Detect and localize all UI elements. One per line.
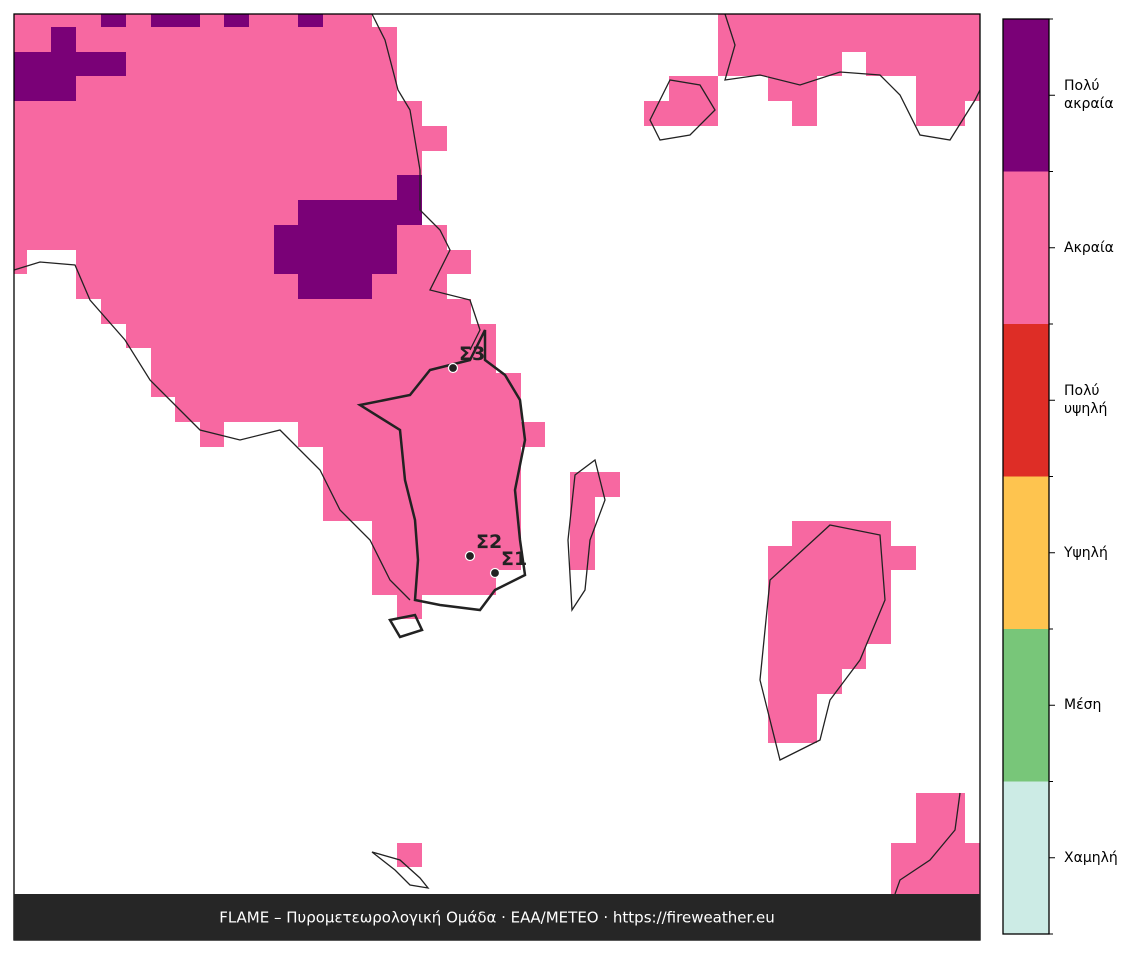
legend-swatch <box>1003 476 1049 629</box>
raster-extreme <box>14 14 422 299</box>
legend-swatch <box>1003 781 1049 934</box>
danger-area <box>14 27 126 101</box>
station-label: Σ2 <box>476 531 502 553</box>
legend-label: Μέση <box>1064 697 1102 714</box>
coastline <box>371 851 430 889</box>
danger-area <box>891 793 980 894</box>
coastline <box>649 79 716 141</box>
region-border <box>356 329 527 612</box>
legend-label: Υψηλή <box>1064 544 1108 561</box>
danger-area <box>644 14 980 126</box>
station-label: Σ3 <box>459 343 485 365</box>
legend-swatch <box>1003 19 1049 172</box>
station-marker <box>447 362 459 374</box>
colorbar <box>1002 18 1055 935</box>
legend-swatch <box>1003 629 1049 782</box>
coastline <box>371 13 481 351</box>
coastline <box>567 458 606 613</box>
danger-area <box>224 14 249 27</box>
coastline <box>724 13 981 141</box>
legend-label: Πολύ ακραία <box>1064 78 1114 113</box>
coastlines <box>13 13 981 895</box>
station-marker <box>464 550 476 562</box>
coastline <box>388 613 424 639</box>
danger-area <box>274 175 422 299</box>
raster <box>14 14 980 894</box>
legend-swatch <box>1003 171 1049 324</box>
danger-area <box>14 14 545 619</box>
station-label: Σ1 <box>501 548 527 570</box>
coastline <box>13 261 411 601</box>
legend-label: Ακραία <box>1064 239 1114 256</box>
legend-frame <box>1002 18 1050 935</box>
coastline <box>759 524 886 761</box>
danger-area <box>570 472 620 570</box>
danger-area <box>298 14 323 27</box>
coastline <box>894 792 961 895</box>
station-marker <box>489 567 501 579</box>
legend-label: Πολύ υψηλή <box>1064 383 1108 418</box>
legend-label: Χαμηλή <box>1064 849 1118 866</box>
legend-swatch <box>1003 324 1049 477</box>
danger-area <box>397 843 422 867</box>
danger-area <box>151 14 200 27</box>
footer-text: FLAME – Πυρομετεωρολογική Ομάδα · ΕΑΑ/ME… <box>219 909 775 927</box>
footer-bar <box>14 894 980 940</box>
danger-area <box>101 14 126 27</box>
danger-area <box>768 521 916 743</box>
